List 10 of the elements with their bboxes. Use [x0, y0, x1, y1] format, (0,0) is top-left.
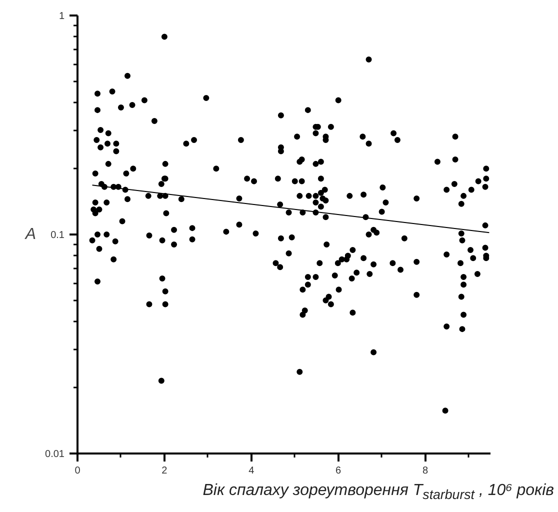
x-tick-label: 0	[74, 466, 81, 476]
y-tick-label: 0.1	[50, 230, 65, 241]
y-tick-label: 1	[58, 11, 65, 22]
x-tick-label: 6	[336, 466, 342, 476]
x-tick-label: 2	[162, 466, 168, 476]
y-tick-label: 0.01	[45, 449, 65, 460]
x-tick-label: 8	[422, 466, 429, 476]
y-axis-title: A	[24, 226, 36, 243]
x-tick-label: 4	[248, 466, 255, 476]
x-axis-title: Вік спалаху зореутворення T$_{starburst}$ , 10⁶ років	[202, 482, 554, 502]
